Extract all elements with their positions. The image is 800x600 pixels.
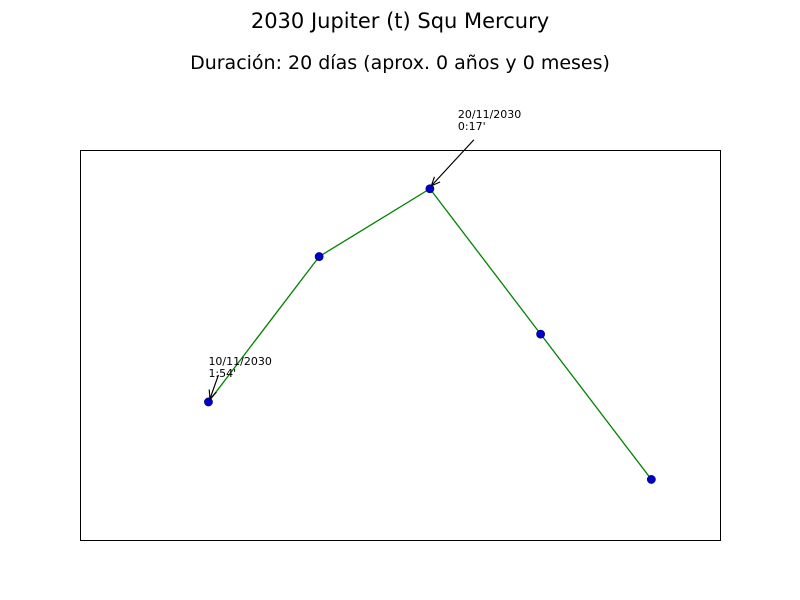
- annotation-date: 10/11/2030: [208, 355, 271, 368]
- data-point: [204, 397, 213, 407]
- annotation-date: 20/11/2030: [458, 108, 521, 121]
- series-layer: [204, 184, 656, 484]
- series-line-segment: [318, 188, 431, 258]
- plot-area-frame: [80, 150, 721, 541]
- annotation-arrow: [210, 374, 220, 399]
- chart-subtitle: Duración: 20 días (aprox. 0 años y 0 mes…: [190, 52, 610, 74]
- data-point: [314, 252, 324, 261]
- annotation-arrow: [431, 139, 475, 186]
- chart-title: 2030 Jupiter (t) Squ Mercury: [251, 9, 549, 33]
- data-point: [646, 475, 656, 484]
- series-line-segment: [207, 256, 320, 403]
- annotation-value: 0:17': [458, 120, 486, 133]
- data-point: [536, 329, 546, 339]
- annotation-value: 1:54': [208, 367, 236, 380]
- series-line-segment: [429, 188, 542, 335]
- data-point: [425, 184, 435, 194]
- series-line-segment: [540, 333, 652, 480]
